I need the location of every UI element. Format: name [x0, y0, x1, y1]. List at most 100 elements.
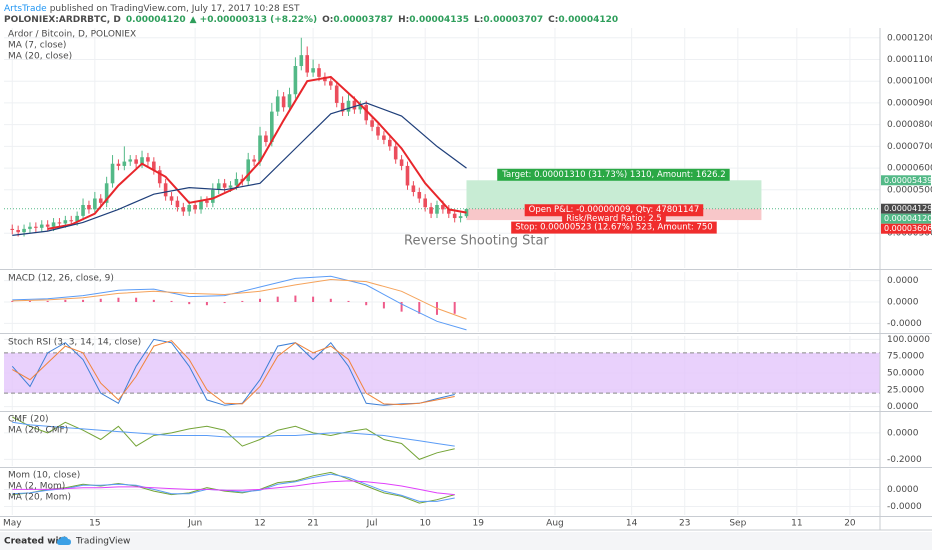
candle-body: [169, 196, 174, 201]
ohlc-value: 0.00003707: [483, 15, 543, 25]
candle-body: [264, 135, 268, 143]
y-tick-label: 0.00003000: [887, 229, 932, 239]
series-line: [12, 340, 455, 406]
candle-body: [28, 226, 32, 229]
y-tick-label: 0.00007000: [887, 142, 932, 152]
y-tick-label: 100.0000: [887, 335, 930, 345]
candle-body: [157, 170, 162, 184]
series-line: [11, 338, 455, 406]
price-marker-label: 0.00003606: [884, 224, 932, 233]
candle-body: [134, 159, 138, 164]
candle-body: [146, 157, 150, 162]
histogram-bar: [28, 300, 31, 302]
histogram-bar: [135, 297, 138, 302]
candle-body: [287, 94, 292, 108]
candle-body: [382, 135, 386, 140]
symbol-line: POLONIEX:ARDRBTC, D 0.00004120 ▲ +0.000003…: [4, 15, 618, 25]
ohlc-value: 0.00004135: [409, 15, 469, 25]
y-tick-label: 0.00011000: [887, 55, 932, 65]
y-tick-label: 0.0000: [887, 428, 919, 438]
candle-body: [299, 55, 304, 67]
series-line: [47, 75, 467, 230]
candle-body: [216, 183, 221, 190]
candle-body: [163, 183, 168, 197]
x-tick-label: 19: [473, 519, 485, 529]
candle-body: [63, 220, 68, 224]
histogram-bar: [205, 302, 208, 306]
footer-brand[interactable]: TradingView: [75, 537, 130, 547]
ohlc-value: 0.00004120: [558, 15, 618, 25]
candle-body: [122, 161, 127, 166]
candle-body: [39, 224, 44, 228]
x-tick-label: 20: [844, 519, 856, 529]
ohlc-label: L:: [474, 15, 483, 25]
chart-layer: May 15 Jun 12 21 Jul 10 19 Aug 14 23 Sep 11 20 0.00012…: [0, 28, 932, 531]
symbol: POLONIEX:ARDRBTC, D: [4, 15, 121, 25]
candle-body: [110, 163, 115, 184]
position-label: Risk/Reward Ratio: 2.5: [566, 214, 662, 224]
position-label: Open P&L: -0.00000009, Qty: 47801147: [529, 205, 700, 215]
candle-body: [311, 68, 315, 73]
candle-body: [446, 209, 451, 214]
author[interactable]: ArtsTrade: [4, 4, 47, 14]
candle-body: [34, 226, 38, 228]
candle-body: [128, 159, 133, 162]
series-line: [12, 421, 455, 447]
footer-logo: [57, 536, 71, 545]
histogram-bar: [99, 298, 102, 302]
position-label-bg: [511, 221, 717, 234]
header-line: ArtsTrade published on TradingView.com, J…: [4, 4, 300, 14]
legend-entry: MA (7, close): [8, 41, 66, 51]
y-tick-label: 50.0000: [887, 369, 924, 379]
histogram-bar: [453, 302, 456, 314]
histogram-bar: [418, 302, 421, 314]
candle-body: [45, 224, 50, 227]
histogram-bar: [46, 300, 49, 302]
histogram-bar: [82, 299, 85, 302]
candle-body: [116, 163, 121, 166]
candle-body: [393, 146, 398, 160]
histogram-bar: [382, 302, 385, 309]
ohlc-label: C:: [548, 15, 558, 25]
histogram-bar: [400, 302, 403, 312]
pane-title: Mom (10, close): [8, 471, 80, 481]
candle-body: [417, 191, 422, 199]
candle-body: [93, 198, 97, 210]
position-label: Target: 0.00001310 (31.73%) 1310, Amount…: [501, 170, 725, 180]
candle-body: [258, 135, 262, 162]
y-tick-label: 0.00005000: [887, 185, 932, 195]
candle-body: [199, 200, 203, 210]
candle-body: [399, 159, 404, 166]
x-tick-label: 23: [679, 519, 690, 529]
series-line: [12, 471, 455, 504]
published: published on TradingView.com, July 17, 2…: [50, 4, 300, 14]
y-tick-label: 75.0000: [887, 352, 924, 362]
histogram-bar: [11, 300, 14, 302]
ohlc-label: H:: [398, 15, 409, 25]
series-line: [12, 102, 467, 236]
candle-body: [458, 216, 463, 219]
footer-created: Created with: [4, 537, 69, 547]
price-marker-bg: [881, 175, 931, 186]
candle-body: [228, 185, 233, 188]
candle-body: [411, 185, 416, 192]
candle-body: [193, 205, 197, 210]
band: [4, 352, 880, 394]
candle-body: [104, 183, 109, 203]
candle-body: [329, 81, 333, 86]
ohlc-label: O:: [322, 15, 333, 25]
candle-body: [22, 228, 26, 233]
candle-body: [423, 198, 427, 208]
candle-body: [234, 178, 239, 186]
x-tick-label: Jul: [366, 519, 378, 529]
series-line: [12, 278, 467, 320]
histogram-bar: [347, 300, 350, 302]
y-tick-label: -0.0000: [887, 319, 922, 329]
histogram-bar: [188, 302, 191, 305]
candle-body: [281, 96, 286, 108]
candle-body: [340, 102, 345, 112]
histogram-bar: [312, 296, 315, 302]
legend-entry: MA (2, Mom): [8, 482, 65, 492]
candle-body: [252, 159, 256, 162]
